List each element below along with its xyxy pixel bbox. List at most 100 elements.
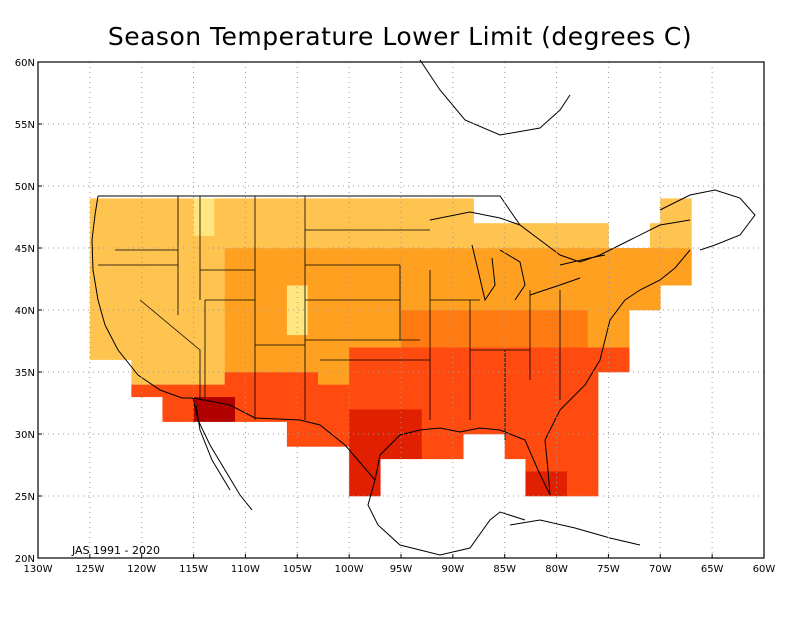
temperature-cell (141, 198, 153, 212)
temperature-cell (587, 446, 599, 460)
temperature-cell (172, 334, 184, 348)
temperature-cell (110, 310, 122, 323)
temperature-cell (276, 396, 288, 410)
temperature-cell (286, 310, 298, 323)
temperature-cell (338, 248, 350, 261)
temperature-cell (546, 384, 557, 398)
temperature-cell (338, 347, 350, 360)
temperature-cell (162, 396, 174, 410)
temperature-cell (556, 285, 568, 298)
temperature-cell (546, 372, 557, 385)
temperature-cell (359, 359, 371, 373)
temperature-cell (452, 396, 464, 410)
temperature-cell (473, 409, 485, 422)
temperature-cell (235, 347, 246, 360)
temperature-cell (338, 285, 350, 298)
temperature-cell (152, 322, 163, 336)
temperature-cell (162, 384, 174, 398)
temperature-cell (369, 297, 381, 311)
temperature-cell (432, 198, 443, 212)
temperature-cell (618, 310, 630, 323)
great-lakes (429, 211, 606, 302)
temperature-cell (494, 334, 506, 348)
temperature-cell (359, 458, 371, 472)
temperature-cell (473, 297, 485, 311)
temperature-cell (193, 359, 205, 373)
temperature-cell (442, 359, 454, 373)
temperature-cell (473, 285, 485, 298)
temperature-cell (235, 409, 246, 422)
temperature-cell (245, 285, 257, 298)
temperature-cell (577, 223, 588, 236)
temperature-cell (203, 384, 215, 398)
temperature-cell (203, 297, 215, 311)
temperature-cell (504, 310, 516, 323)
temperature-cell (442, 198, 454, 212)
temperature-cell (100, 297, 111, 311)
temperature-cell (235, 223, 246, 236)
temperature-cell (587, 421, 599, 435)
temperature-cell (442, 384, 454, 398)
temperature-cell (162, 235, 174, 249)
temperature-cell (401, 421, 412, 435)
temperature-cell (214, 198, 225, 212)
temperature-cell (380, 297, 391, 311)
temperature-cell (266, 310, 277, 323)
temperature-cell (421, 248, 433, 261)
temperature-cell (276, 272, 288, 286)
temperature-cell (525, 248, 537, 261)
temperature-cell (328, 260, 340, 274)
temperature-cell (608, 347, 620, 360)
temperature-cell (473, 223, 485, 236)
temperature-cell (307, 235, 319, 249)
temperature-cell (349, 223, 360, 236)
temperature-cell (152, 297, 163, 311)
temperature-cell (442, 372, 454, 385)
temperature-cell (203, 235, 215, 249)
temperature-cell (89, 297, 101, 311)
temperature-cell (380, 409, 391, 422)
temperature-cell (380, 396, 391, 410)
temperature-cell (89, 334, 101, 348)
temperature-cell (369, 347, 381, 360)
temperature-cell (120, 235, 132, 249)
temperature-cell (307, 285, 319, 298)
temperature-cell (224, 359, 236, 373)
temperature-cell (515, 322, 526, 336)
lon-tick-label: 85W (493, 564, 516, 575)
temperature-cell (297, 210, 308, 224)
temperature-cell (401, 223, 412, 236)
temperature-cell (546, 409, 557, 422)
temperature-cell (618, 359, 630, 373)
temperature-cell (110, 297, 122, 311)
temperature-cell (183, 210, 194, 224)
temperature-cell (380, 235, 391, 249)
temperature-cell (266, 359, 277, 373)
temperature-cell (214, 359, 225, 373)
temperature-cell (401, 248, 412, 261)
temperature-cell (276, 334, 288, 348)
temperature-cell (141, 310, 153, 323)
temperature-cell (172, 372, 184, 385)
temperature-cell (120, 248, 132, 261)
temperature-cell (235, 310, 246, 323)
temperature-cell (338, 198, 350, 212)
temperature-cell (546, 458, 557, 472)
temperature-cell (110, 347, 122, 360)
temperature-cell (276, 260, 288, 274)
temperature-cell (286, 235, 298, 249)
temperature-cell (276, 297, 288, 311)
temperature-cell (421, 409, 433, 422)
temperature-cell (421, 334, 433, 348)
temperature-cell (276, 210, 288, 224)
temperature-cell (411, 272, 423, 286)
temperature-cell (131, 260, 143, 274)
temperature-cell (525, 235, 537, 249)
temperature-cell (411, 235, 423, 249)
temperature-cell (328, 310, 340, 323)
temperature-cell (390, 223, 402, 236)
temperature-cell (183, 384, 194, 398)
temperature-cell (141, 359, 153, 373)
temperature-cell (183, 396, 194, 410)
temperature-cell (452, 409, 464, 422)
